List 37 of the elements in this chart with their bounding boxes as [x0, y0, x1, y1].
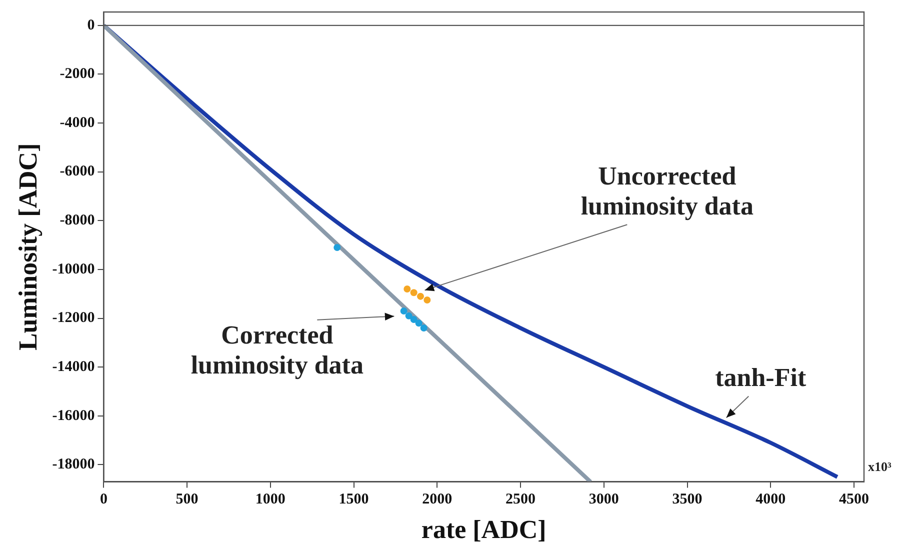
y-tick-label: -16000: [52, 408, 95, 424]
x-tick-label: 2000: [422, 492, 452, 508]
y-tick-label: -2000: [60, 66, 95, 82]
y-tick-label: -14000: [52, 358, 95, 375]
y-tick-label: -12000: [52, 310, 95, 326]
x-tick-label: 3000: [588, 492, 619, 508]
point: [424, 296, 431, 304]
text: x10³: [868, 459, 892, 474]
x-tick-label: 1000: [255, 492, 286, 508]
point: [404, 286, 411, 292]
x-axis-title: rate [ADC]: [421, 515, 546, 544]
x-tick-label: 2500: [506, 492, 536, 508]
x-tick-label: 1500: [338, 492, 369, 508]
y-axis-title: Luminosity [ADC]: [13, 143, 42, 351]
point: [405, 312, 412, 320]
line-series: [104, 23, 840, 479]
point: [410, 316, 418, 324]
y-tick-label: -6000: [60, 164, 95, 180]
annotation: Corrected luminosity data: [190, 320, 364, 380]
y-tick-label: -10000: [52, 261, 95, 278]
y-tick-label: -8000: [60, 212, 95, 229]
point: [334, 244, 341, 252]
point: [415, 320, 422, 327]
x-tick-label: 0: [100, 492, 108, 508]
y-tick-label: 0: [87, 17, 95, 34]
point: [420, 324, 428, 332]
point: [400, 307, 408, 314]
annotation: Uncorrected luminosity data: [580, 161, 754, 220]
x-tick-label: 3500: [672, 492, 702, 508]
point: [410, 289, 418, 296]
x-tick-label: 500: [176, 492, 198, 508]
point: [416, 292, 424, 300]
x-tick-label: 4500: [838, 492, 869, 508]
annotation: tanh-Fit: [715, 362, 806, 392]
x-tick-label: 4000: [756, 492, 786, 508]
y-tick-label: -4000: [60, 114, 95, 131]
y-tick-label: -18000: [52, 456, 95, 473]
